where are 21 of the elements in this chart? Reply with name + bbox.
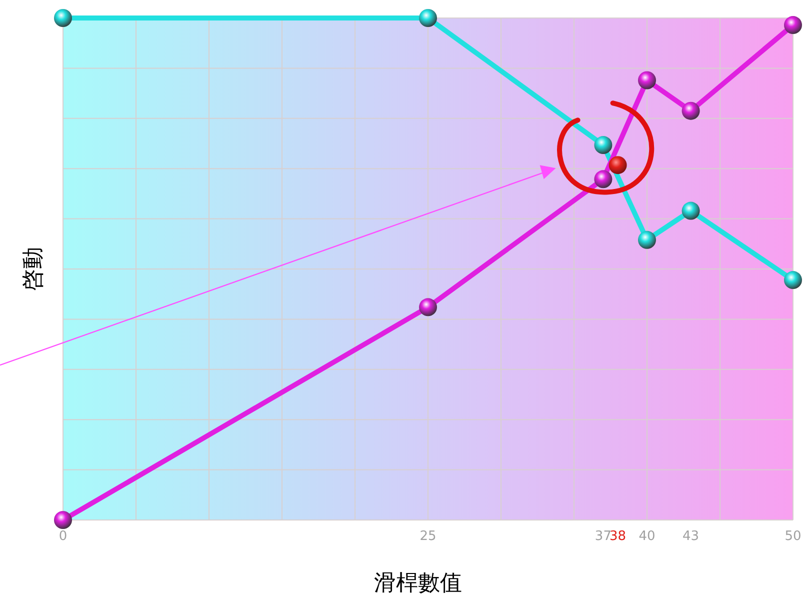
point (784, 16, 802, 34)
y-axis-title: 啓動 (21, 247, 46, 291)
x-tick-label: 50 (784, 529, 802, 544)
point (594, 136, 612, 154)
x-tick-label: 43 (682, 529, 700, 544)
x-axis-title: 滑桿數值 (374, 571, 462, 596)
x-tick-label: 37 (594, 529, 612, 544)
point (784, 271, 802, 290)
point (419, 9, 437, 27)
point (638, 230, 656, 249)
point (682, 202, 700, 220)
point (594, 170, 612, 188)
x-tick-label: 25 (420, 529, 436, 544)
point (682, 102, 700, 120)
point (419, 298, 437, 316)
x-tick-label: 38 (610, 529, 626, 544)
point (54, 511, 72, 529)
point (638, 71, 656, 90)
point (54, 9, 72, 27)
x-tick-label: 0 (58, 529, 68, 544)
x-tick-label: 40 (638, 529, 656, 544)
